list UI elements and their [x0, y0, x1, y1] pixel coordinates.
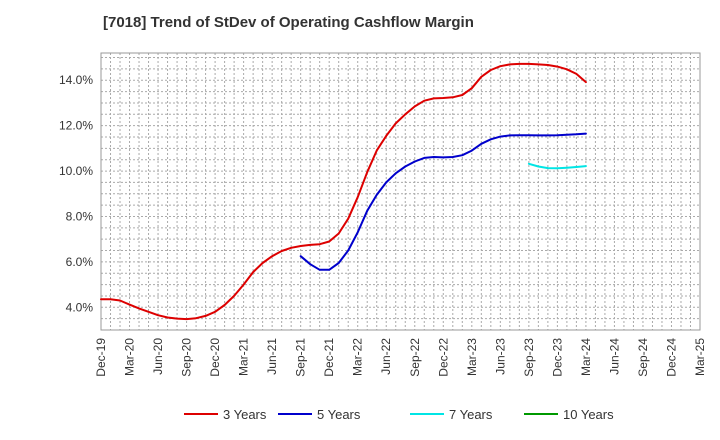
x-tick-label: Sep-21: [294, 338, 308, 377]
x-tick-label: Dec-19: [94, 338, 108, 377]
y-tick-label: 6.0%: [66, 255, 94, 269]
x-tick-label: Mar-24: [579, 338, 593, 376]
x-tick-label: Jun-22: [379, 338, 393, 375]
x-tick-label: Dec-21: [322, 338, 336, 377]
x-tick-label: Jun-24: [607, 338, 621, 375]
series-line-3-years: [100, 62, 587, 321]
y-tick-label: 12.0%: [59, 119, 93, 133]
plot-frame: [100, 52, 701, 331]
x-tick-label: Sep-20: [180, 338, 194, 377]
x-tick-label: Sep-22: [408, 338, 422, 377]
series-line-7-years: [527, 162, 587, 170]
legend-label: 5 Years: [317, 407, 361, 422]
x-tick-label: Sep-23: [522, 338, 536, 377]
x-tick-label: Dec-22: [436, 338, 450, 377]
y-tick-label: 4.0%: [66, 300, 94, 314]
x-tick-label: Mar-25: [693, 338, 707, 376]
x-tick-label: Mar-22: [351, 338, 365, 376]
x-tick-label: Dec-23: [550, 338, 564, 377]
y-tick-label: 10.0%: [59, 164, 93, 178]
x-tick-label: Dec-24: [664, 338, 678, 377]
x-tick-label: Jun-23: [493, 338, 507, 375]
x-tick-label: Dec-20: [208, 338, 222, 377]
y-axis-ticks: 4.0% 6.0% 8.0% 10.0% 12.0% 14.0%: [59, 73, 93, 314]
legend: 3 Years 5 Years 7 Years 10 Years: [184, 407, 614, 422]
series-line-5-years: [299, 132, 587, 271]
legend-label: 3 Years: [223, 407, 267, 422]
x-tick-label: Mar-21: [237, 338, 251, 376]
x-tick-label: Sep-24: [636, 338, 650, 377]
y-tick-label: 14.0%: [59, 73, 93, 87]
x-tick-label: Mar-20: [123, 338, 137, 376]
y-tick-label: 8.0%: [66, 209, 94, 223]
chart-title: [7018] Trend of StDev of Operating Cashf…: [103, 14, 474, 31]
legend-label: 7 Years: [449, 407, 493, 422]
x-axis-ticks: Dec-19 Mar-20 Jun-20 Sep-20 Dec-20 Mar-21 Jun-…: [94, 338, 707, 377]
legend-label: 10 Years: [563, 407, 614, 422]
series-layer: [100, 62, 587, 321]
grid-layer: [100, 53, 701, 331]
x-tick-label: Jun-21: [265, 338, 279, 375]
x-tick-label: Jun-20: [151, 338, 165, 375]
x-tick-label: Mar-23: [465, 338, 479, 376]
